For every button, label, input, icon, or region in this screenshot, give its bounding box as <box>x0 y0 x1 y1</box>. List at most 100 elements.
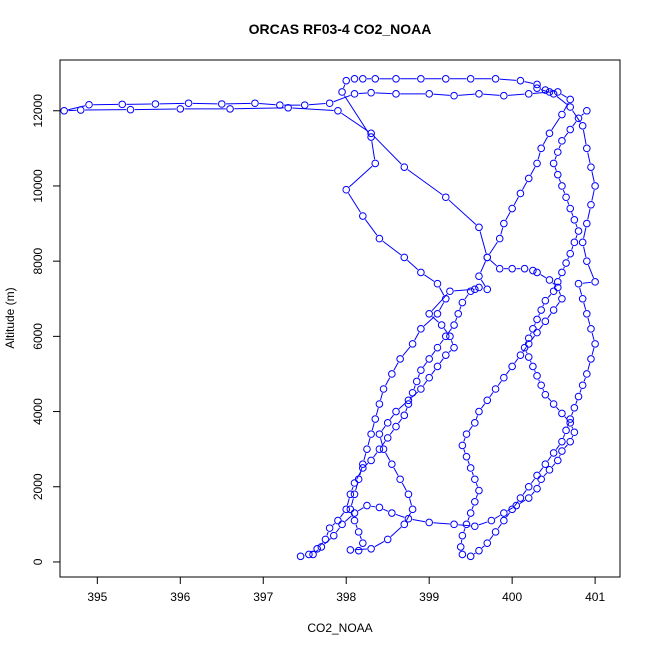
series-line-segment <box>543 472 548 477</box>
data-point <box>578 381 587 390</box>
data-point <box>417 268 425 277</box>
series-line-segment <box>413 385 416 389</box>
series-line-segment <box>567 257 569 260</box>
series-line-segment <box>471 471 474 476</box>
x-axis: 395 396 397 398 399 400 401 <box>87 577 605 604</box>
data-point <box>392 75 400 83</box>
series-line-segment <box>583 246 587 258</box>
series-line-segment <box>564 132 569 138</box>
data-point <box>558 137 566 145</box>
series-line-segment <box>558 144 561 149</box>
series-line-segment <box>513 196 519 206</box>
data-point <box>441 75 450 83</box>
data-point <box>562 259 570 267</box>
plot-frame <box>59 59 621 578</box>
x-tick-label: 400 <box>502 590 522 604</box>
series-line-segment <box>385 452 391 461</box>
series-line-segment <box>335 527 340 533</box>
data-point <box>441 332 450 341</box>
data-point <box>553 278 562 286</box>
series-line-segment <box>380 438 383 446</box>
series-line-segment <box>571 426 574 429</box>
series-line-segment <box>547 294 552 298</box>
series-line-segment <box>308 103 326 106</box>
data-point <box>396 475 404 484</box>
data-point <box>404 490 413 499</box>
data-point <box>151 100 160 108</box>
series-line-segment <box>389 429 394 435</box>
data-point <box>533 315 541 324</box>
x-tick-label: 401 <box>585 590 605 604</box>
data-point <box>118 100 127 109</box>
data-point <box>574 392 583 401</box>
data-point <box>516 76 525 85</box>
series-line-segment <box>540 274 547 279</box>
data-point <box>354 546 363 555</box>
data-point <box>425 90 433 98</box>
series-line-segment <box>358 92 367 95</box>
data-point <box>334 516 342 525</box>
data-point <box>549 449 558 457</box>
data-point <box>537 381 545 390</box>
data-point <box>537 306 545 314</box>
series-line-segment <box>443 328 448 334</box>
data-point <box>350 75 359 83</box>
data-point <box>508 362 516 371</box>
data-point <box>570 428 579 437</box>
data-point <box>541 296 550 305</box>
series-line-segment <box>561 93 567 98</box>
series-line-segment <box>481 545 485 549</box>
series-line-segment <box>259 103 276 106</box>
series-line-segment <box>554 167 557 171</box>
series-line-segment <box>471 505 474 510</box>
series-line-segment <box>340 512 345 518</box>
series-line-segment <box>332 523 336 526</box>
series-line-segment <box>371 505 376 508</box>
data-point <box>441 193 450 202</box>
data-point <box>408 505 417 514</box>
series-line-segment <box>551 117 561 131</box>
data-point <box>578 122 587 130</box>
data-point <box>346 546 355 554</box>
series-line-segment <box>401 482 407 491</box>
data-point <box>446 287 454 296</box>
data-point <box>524 353 533 361</box>
data-point <box>375 234 384 243</box>
data-point <box>541 86 550 94</box>
series-line-segment <box>402 346 411 357</box>
data-point <box>359 212 367 220</box>
data-point <box>400 411 409 420</box>
series-line-segment <box>556 96 568 105</box>
data-point <box>458 531 467 540</box>
series-line-segment <box>411 391 419 398</box>
series-line-segment <box>591 189 595 201</box>
data-point <box>491 75 500 83</box>
series-line-segment <box>375 92 392 95</box>
series-line-segment <box>439 287 445 296</box>
series-line-segment <box>159 102 185 105</box>
data-point <box>425 518 433 527</box>
data-point <box>450 343 458 352</box>
data-point <box>524 334 533 343</box>
y-tick-label: 8000 <box>31 247 45 274</box>
series-line-segment <box>234 107 284 110</box>
series-line-segment <box>481 403 486 409</box>
data-point <box>404 396 413 405</box>
data-point <box>441 294 450 303</box>
series-line-segment <box>556 406 560 411</box>
data-point <box>417 325 425 333</box>
series-line-segment <box>480 279 486 287</box>
series-line-segment <box>552 282 556 286</box>
series-line-segment <box>431 350 436 356</box>
data-point <box>583 370 591 378</box>
data-point <box>533 372 541 380</box>
series-line-segment <box>572 110 581 123</box>
y-tick-label: 10000 <box>31 169 45 203</box>
series-line-segment <box>343 84 346 89</box>
data-point <box>367 129 375 138</box>
y-tick-label: 12000 <box>31 94 45 128</box>
chart-title: ORCAS RF03-4 CO2_NOAA <box>249 21 432 37</box>
series-line-segment <box>507 507 513 512</box>
series-line-segment <box>439 358 444 364</box>
series-line-segment <box>479 231 487 254</box>
